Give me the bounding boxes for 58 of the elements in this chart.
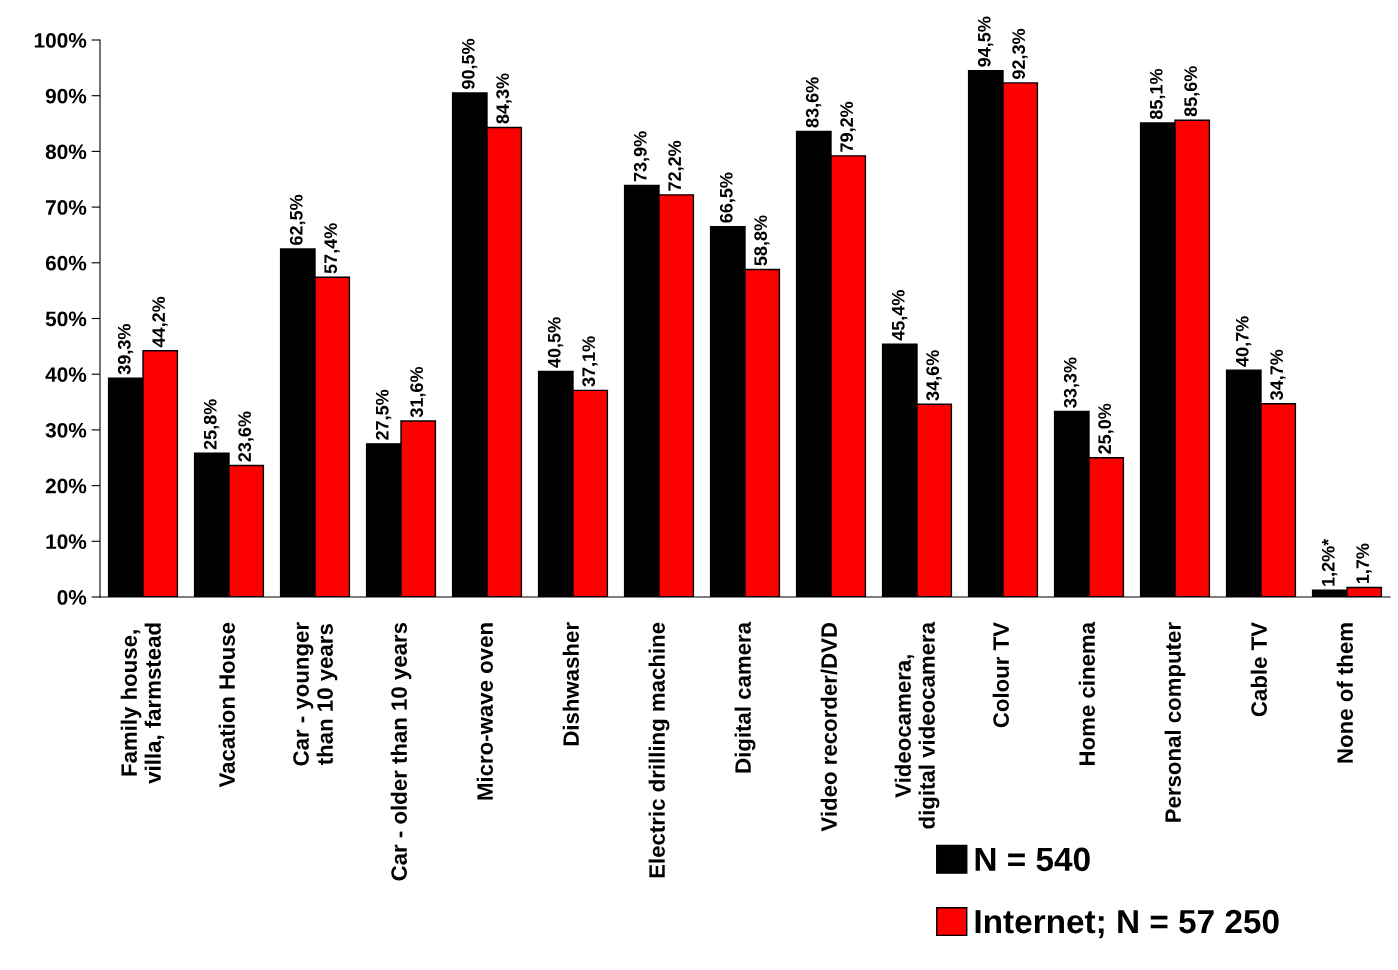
data-label: 34,6% [926,350,942,401]
x-tick-label: Video recorder/DVD [820,622,838,832]
y-tick-label: 60% [45,255,87,271]
data-label: 45,4% [891,290,908,341]
data-label: 72,2% [668,140,684,191]
data-label: 57,4% [324,223,340,274]
data-label: 25,0% [1098,403,1114,454]
x-tick-label: Vacation House [218,622,235,788]
data-label: 25,8% [203,399,220,450]
x-tick-label: Dishwasher [562,622,579,746]
y-tick-label: 0% [57,590,87,605]
data-label: 39,3% [117,324,134,375]
x-tick-label: Car - older than 10 years [390,622,412,881]
y-tick-label: 100% [34,33,87,48]
data-label: 66,5% [719,172,736,223]
y-tick-label: 10% [46,534,87,550]
y-tick-label: 20% [45,478,87,494]
y-tick-label: 70% [46,200,87,215]
data-label: 40,7% [1235,316,1252,367]
x-tick-label: Videocamera, digital videocamera [894,621,940,829]
data-label: 58,8% [754,215,770,266]
data-label: 40,5% [547,317,564,368]
legend-label: N = 540 [975,847,1090,872]
x-tick-label: Cable TV [1250,622,1267,717]
data-label: 1,7% [1356,543,1372,584]
y-tick-label: 50% [45,311,87,327]
data-label: 79,2% [840,101,856,152]
data-label: 84,3% [496,73,512,124]
data-label: 44,2% [152,296,168,348]
data-label: 34,7% [1270,349,1286,400]
x-tick-label: Colour TV [992,622,1009,728]
data-label: 33,3% [1063,357,1080,408]
legend-label: Internet; N = 57 250 [975,909,1279,939]
x-tick-label: Family house, villa, farmstead [120,623,165,784]
data-label: 23,6% [238,411,254,462]
data-label: 94,5% [977,16,994,67]
data-label: 1,2%* [1321,538,1338,586]
y-tick-label: 30% [45,422,87,438]
x-tick-label: Home cinema [1078,621,1095,766]
x-tick-label: Electric drilling machine [648,622,670,878]
data-label: 73,9% [633,131,650,182]
data-label: 83,6% [805,77,822,128]
data-label: 37,1% [582,336,598,387]
data-label: 27,5% [375,389,392,440]
x-tick-label: None of them [1336,623,1353,763]
data-label: 85,1% [1149,68,1166,120]
x-tick-label: Micro-wave oven [476,623,493,800]
data-label: 85,6% [1184,66,1200,117]
data-label: 92,3% [1012,28,1028,79]
y-tick-label: 90% [45,88,87,104]
x-tick-label: Digital camera [734,621,756,773]
x-tick-label: Car - younger than 10 years [293,622,338,766]
data-label: 31,6% [410,366,426,418]
data-label: 62,5% [289,194,306,245]
data-label: 90,5% [461,38,478,89]
x-tick-label: Personal computer [1164,622,1186,822]
y-tick-label: 80% [45,144,87,160]
y-tick-label: 40% [45,367,87,382]
